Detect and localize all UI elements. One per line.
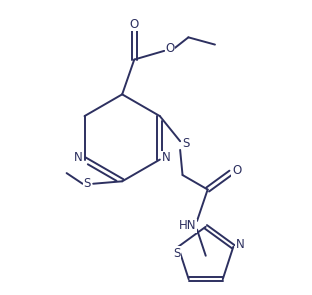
Text: O: O bbox=[232, 164, 241, 177]
Text: N: N bbox=[162, 151, 170, 164]
Text: N: N bbox=[74, 151, 83, 164]
Text: N: N bbox=[236, 238, 244, 251]
Text: S: S bbox=[173, 247, 181, 260]
Text: O: O bbox=[165, 42, 175, 55]
Text: O: O bbox=[129, 18, 139, 31]
Text: HN: HN bbox=[179, 219, 196, 232]
Text: S: S bbox=[183, 137, 190, 150]
Text: S: S bbox=[84, 177, 91, 190]
